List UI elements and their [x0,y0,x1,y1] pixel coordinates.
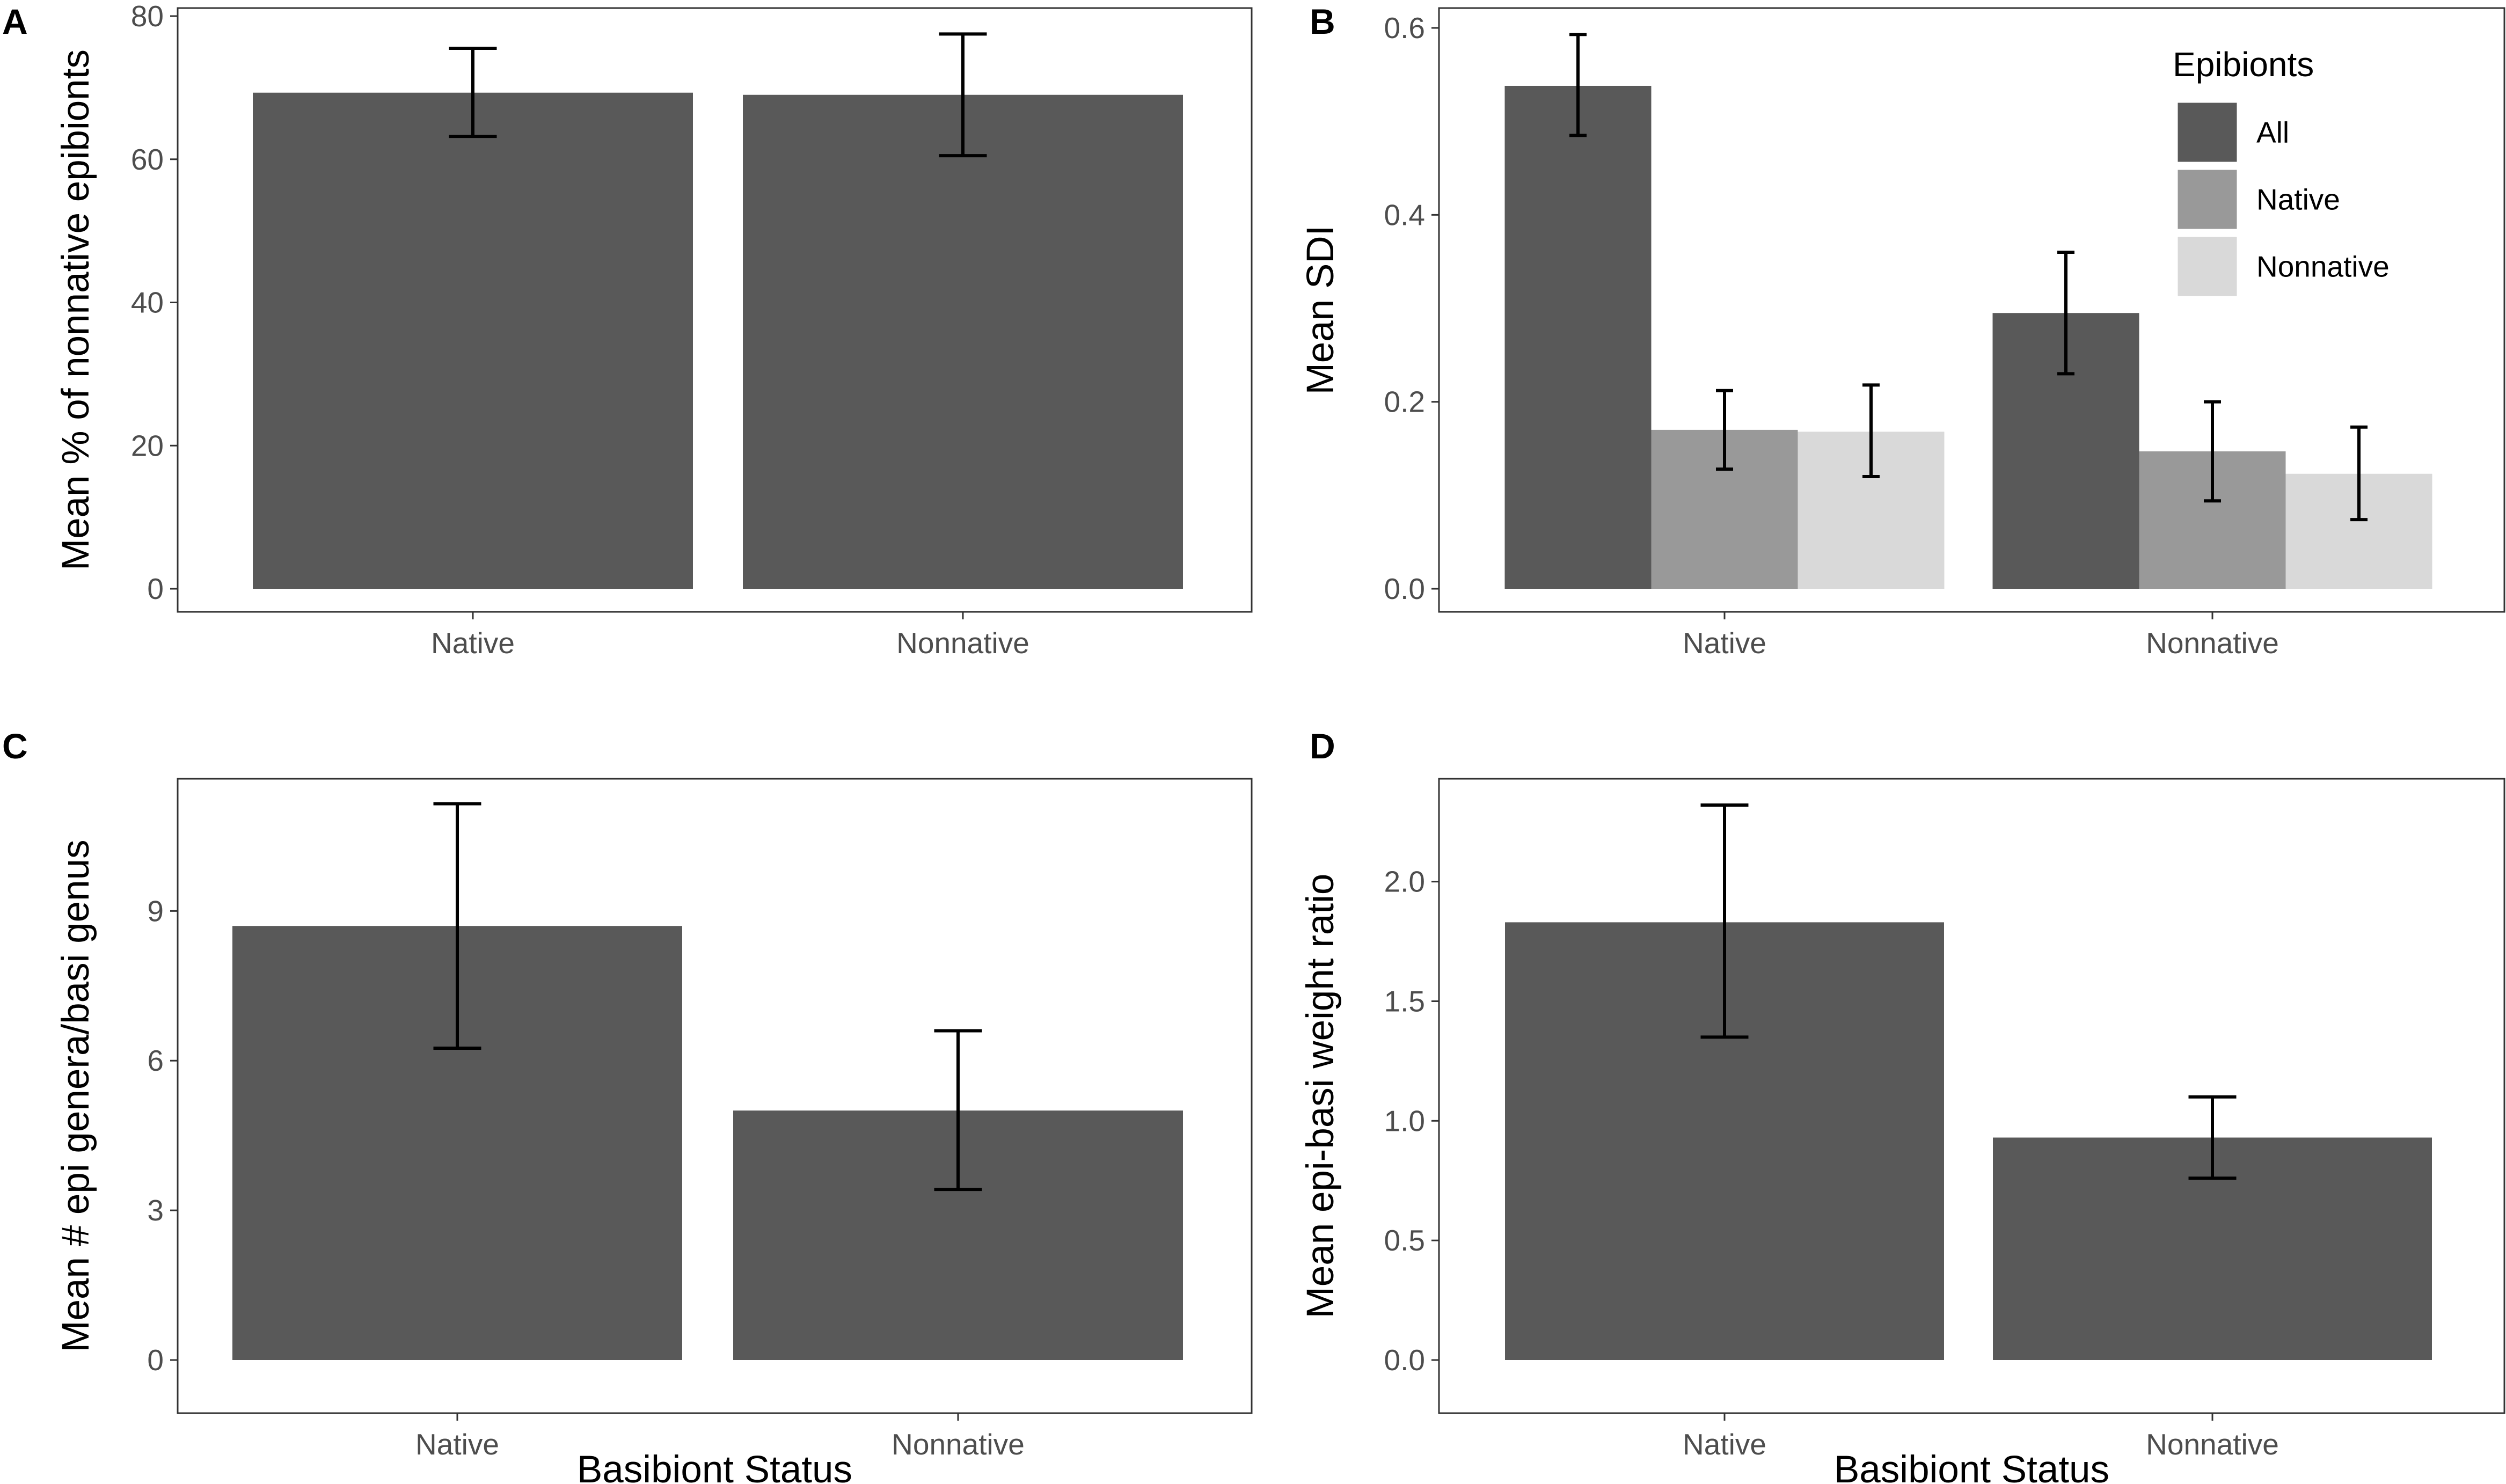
plot-frame [1438,7,2505,613]
y-axis-title: Mean SDI [1299,225,1342,395]
y-tick-label: 1.5 [1384,984,1425,1018]
chart-panel-d: D 0.0 0.5 1.0 1.5 2.0 Mean epi-basi weight rat… [1299,726,2505,1484]
x-axis-title: Basibiont Status [577,1449,852,1484]
x-tick-label: Nonnative [2146,1428,2279,1461]
y-tick-label: 1.0 [1384,1104,1425,1137]
y-axis-title: Mean epi-basi weight ratio [1299,874,1342,1319]
bar-all-native [1504,85,1652,589]
y-tick-label: 6 [147,1044,164,1077]
y-tick-label: 0.5 [1384,1224,1425,1257]
plot-frame [177,7,1253,613]
panel-letter: A [2,2,28,41]
y-tick-label: 0 [147,1343,164,1377]
plot-frame [177,778,1253,1414]
y-tick-label: 20 [131,429,164,462]
y-tick-label: 0.0 [1384,572,1425,605]
y-tick-label: 0.2 [1384,385,1425,419]
x-tick-label: Native [1683,1428,1766,1461]
y-tick-label: 80 [131,0,164,33]
y-tick-label: 60 [131,143,164,176]
panel-letter: D [1310,726,1335,766]
y-tick-label: 0 [147,572,164,605]
legend-label-native: Native [2256,183,2340,216]
legend-label-all: All [2256,116,2289,149]
bar-nonnative [743,94,1183,589]
bar-native [253,92,693,589]
legend-key-native [2176,168,2239,231]
x-axis-title: Basibiont Status [1834,1449,2109,1484]
x-tick-label: Nonnative [892,1428,1025,1461]
legend-title: Epibionts [2173,45,2314,84]
y-tick-label: 3 [147,1194,164,1227]
legend-label-nonnative: Nonnative [2256,250,2390,283]
legend: Epibionts All Native Nonnative [2173,45,2390,298]
y-tick-label: 2.0 [1384,865,1425,898]
panel-letter: B [1310,2,1335,41]
x-tick-label: Native [431,626,515,660]
chart-panel-c: C 0 3 6 9 Mean # epi genera/basi genus Native N… [2,726,1253,1484]
x-tick-label: Nonnative [896,626,1029,660]
y-axis-title: Mean # epi genera/basi genus [55,839,97,1352]
chart-panel-a: A 0 20 40 60 80 Mean % of nonnative epibionts N… [2,0,1253,660]
legend-key-nonnative [2176,235,2239,298]
y-tick-label: 0.4 [1384,198,1425,231]
y-tick-label: 0.0 [1384,1343,1425,1377]
x-tick-label: Native [1683,626,1766,660]
legend-key-all [2176,101,2239,164]
plot-frame [1438,778,2505,1414]
y-tick-label: 0.6 [1384,11,1425,45]
x-tick-label: Native [415,1428,499,1461]
x-tick-label: Nonnative [2146,626,2279,660]
y-tick-label: 9 [147,894,164,927]
y-axis-title: Mean % of nonnative epibionts [55,49,97,571]
panel-letter: C [2,726,28,766]
y-tick-label: 40 [131,286,164,319]
